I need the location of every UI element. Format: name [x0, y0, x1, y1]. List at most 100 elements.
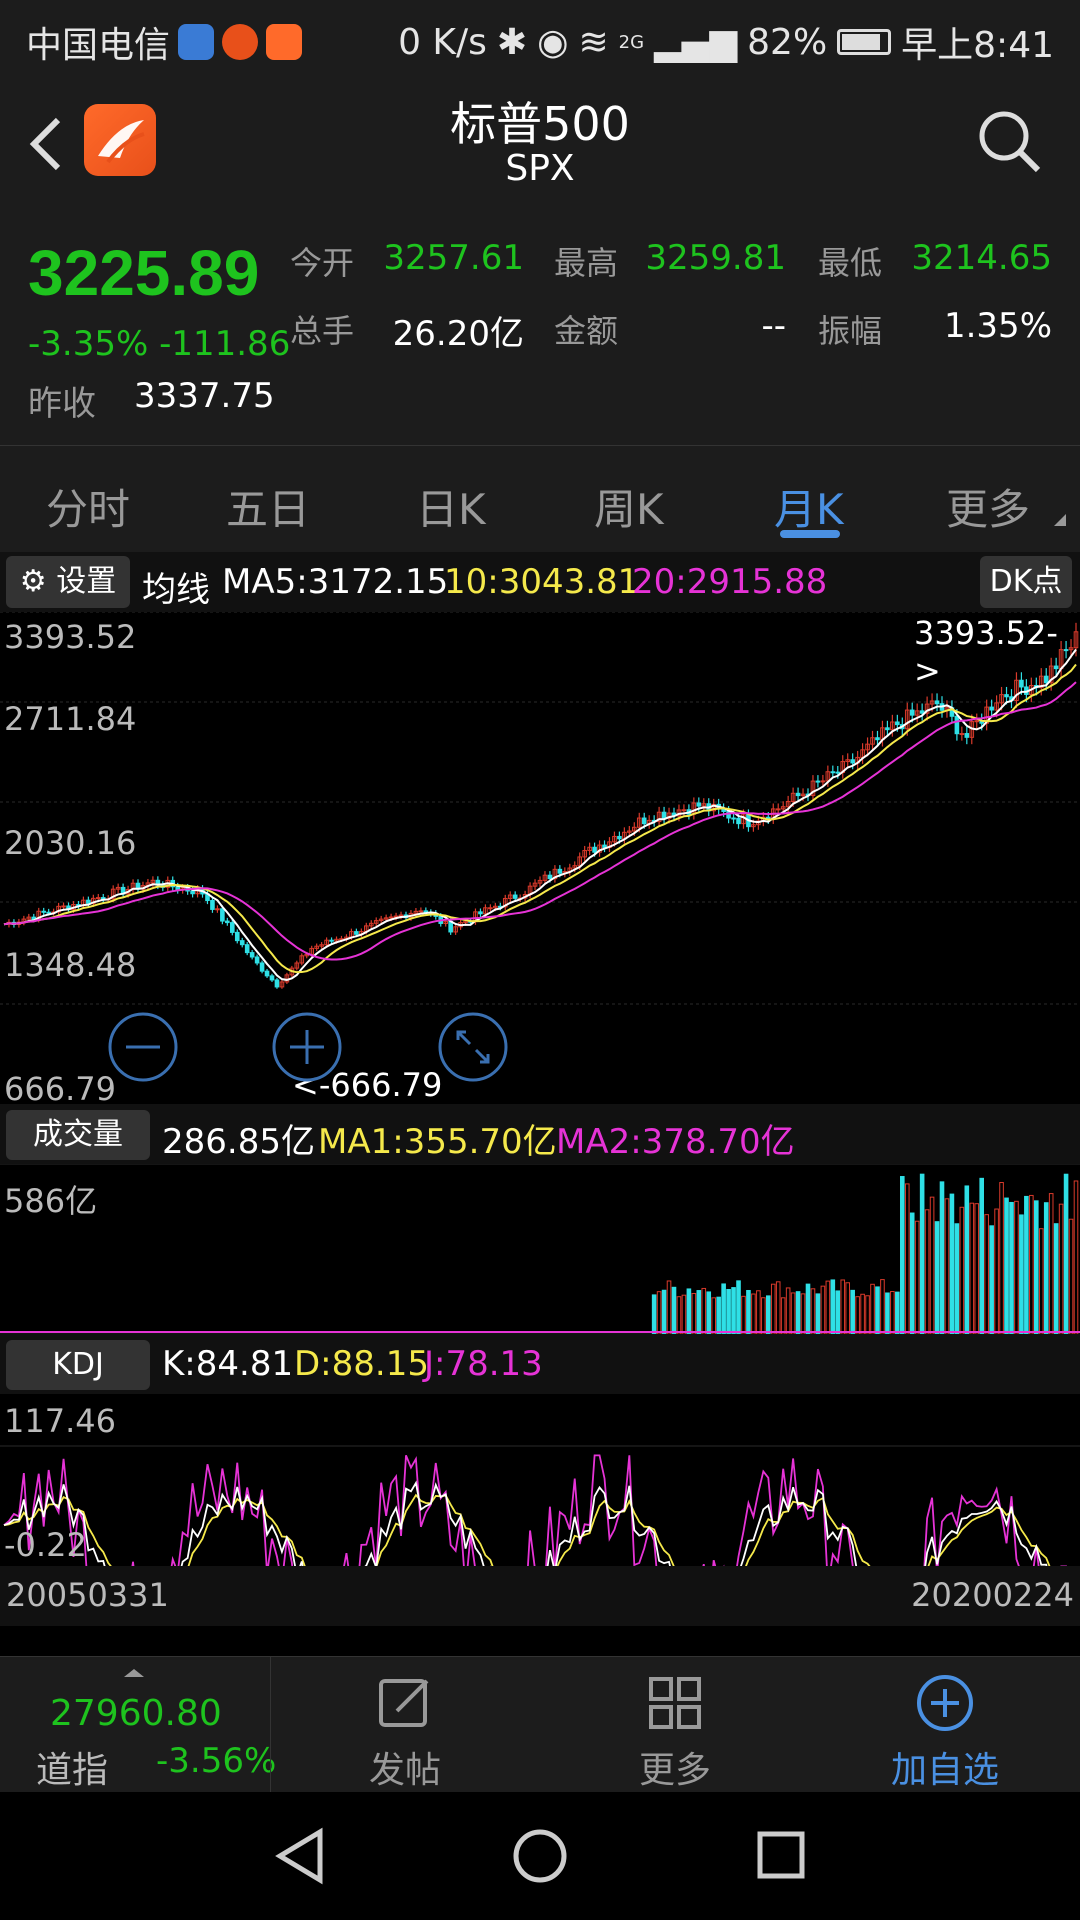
- more-button[interactable]: 更多: [540, 1657, 810, 1793]
- zoom-out-icon[interactable]: [106, 1010, 180, 1084]
- volume-bar: [761, 1297, 766, 1335]
- tab-daily-k[interactable]: 日K: [416, 485, 486, 534]
- volume-bar: [939, 1181, 945, 1335]
- volume-bar: [1009, 1201, 1014, 1335]
- candle-body: [1014, 679, 1019, 702]
- volume-bar: [785, 1287, 791, 1335]
- low-marker: <-666.79: [292, 1066, 443, 1104]
- volume-bar: [651, 1294, 657, 1335]
- telegram-icon: [178, 24, 215, 60]
- app-logo: [84, 104, 156, 176]
- page-subtitle: SPX: [505, 148, 575, 189]
- candle-body: [592, 846, 597, 853]
- date-end: 20200224: [911, 1576, 1074, 1614]
- volume-bar: [1014, 1200, 1019, 1335]
- candle-body: [264, 970, 270, 977]
- volume-bar: [895, 1291, 900, 1335]
- candle-body: [582, 850, 587, 858]
- candle-body: [751, 824, 756, 828]
- candle-body: [239, 940, 245, 946]
- candle-body: [61, 905, 66, 908]
- search-icon[interactable]: [974, 106, 1044, 176]
- ma20-line: [3, 681, 1077, 961]
- candle-body: [612, 835, 617, 843]
- candle-body: [780, 806, 786, 810]
- candle-body: [587, 846, 592, 852]
- high-marker: 3393.52->: [914, 614, 1058, 690]
- candle-body: [974, 720, 980, 723]
- volume-bar: [870, 1283, 875, 1335]
- candle-body: [373, 920, 379, 924]
- tab-more[interactable]: 更多: [946, 485, 1031, 534]
- candle-body: [989, 706, 994, 711]
- volume-bar: [1063, 1173, 1069, 1335]
- volume-value: 26.20亿: [392, 314, 524, 354]
- post-button[interactable]: 发帖: [270, 1657, 540, 1793]
- volume-bar: [686, 1288, 692, 1335]
- volume-bar: [1038, 1228, 1044, 1335]
- volume-bar: [741, 1295, 746, 1335]
- system-back-icon[interactable]: [270, 1826, 330, 1886]
- candle-body: [190, 890, 195, 895]
- candle-body: [904, 709, 910, 730]
- tab-intraday[interactable]: 分时: [46, 485, 131, 534]
- candle-body: [890, 721, 895, 731]
- candle-body: [631, 826, 637, 832]
- settings-button[interactable]: ⚙ 设置: [6, 556, 130, 608]
- period-tabs: 分时 五日 日K 周K 月K 更多: [0, 446, 1080, 552]
- candle-body: [314, 945, 319, 949]
- candle-body: [110, 888, 116, 900]
- candle-body: [636, 817, 642, 828]
- candle-body: [95, 897, 101, 900]
- volume-bar: [1043, 1202, 1049, 1335]
- play-notification-icon: [266, 24, 303, 60]
- volume-bar: [661, 1289, 667, 1335]
- volume-bar: [1058, 1203, 1064, 1335]
- volume-bar: [825, 1280, 831, 1335]
- kdj-button[interactable]: KDJ: [6, 1340, 150, 1390]
- system-home-icon[interactable]: [510, 1826, 570, 1886]
- candle-body: [1048, 665, 1054, 684]
- candle-body: [602, 844, 607, 848]
- fullscreen-icon[interactable]: [436, 1010, 510, 1084]
- volume-button[interactable]: 成交量: [6, 1110, 150, 1160]
- candle-body: [1043, 675, 1049, 684]
- system-recents-icon[interactable]: [750, 1826, 810, 1886]
- tab-weekly-k[interactable]: 周K: [594, 485, 664, 534]
- volume-bar: [681, 1294, 687, 1335]
- kdj-d: D:88.15: [294, 1344, 429, 1384]
- candle-body: [572, 865, 578, 869]
- y-label-max: 3393.52: [4, 618, 137, 656]
- candle-body: [656, 811, 662, 823]
- tab-five-day[interactable]: 五日: [226, 485, 311, 534]
- volume-bar: [999, 1182, 1004, 1335]
- tab-monthly-k[interactable]: 月K: [774, 485, 844, 534]
- candle-body: [895, 721, 900, 726]
- candle-body: [249, 952, 255, 958]
- volume-bar: [711, 1297, 717, 1335]
- candle-body: [919, 710, 925, 714]
- volume-bar: [765, 1295, 771, 1335]
- dow-index-ticker[interactable]: 27960.80 道指 -3.56%: [0, 1657, 276, 1793]
- candle-body: [577, 856, 583, 867]
- candle-body: [795, 792, 801, 797]
- candle-body: [299, 955, 305, 964]
- candle-body: [413, 910, 419, 914]
- amount-label: 金额: [554, 312, 619, 350]
- volume-bar: [899, 1176, 905, 1335]
- zoom-in-icon[interactable]: [270, 1010, 344, 1084]
- volume-bar: [691, 1292, 697, 1335]
- volume-bar: [1029, 1194, 1034, 1335]
- header: 标普500 SPX: [0, 76, 1080, 206]
- add-watchlist-button[interactable]: 加自选: [810, 1657, 1080, 1793]
- candle-body: [443, 920, 449, 924]
- dk-point-button[interactable]: DK点: [980, 556, 1072, 608]
- candle-body: [41, 910, 47, 913]
- back-icon[interactable]: [26, 114, 66, 174]
- candle-body: [815, 780, 821, 783]
- volume-bar: [1048, 1193, 1054, 1335]
- volume-bar: [1004, 1197, 1009, 1335]
- volume-bar: [840, 1279, 846, 1335]
- candle-body: [800, 793, 806, 797]
- amplitude-value: 1.35%: [943, 306, 1052, 346]
